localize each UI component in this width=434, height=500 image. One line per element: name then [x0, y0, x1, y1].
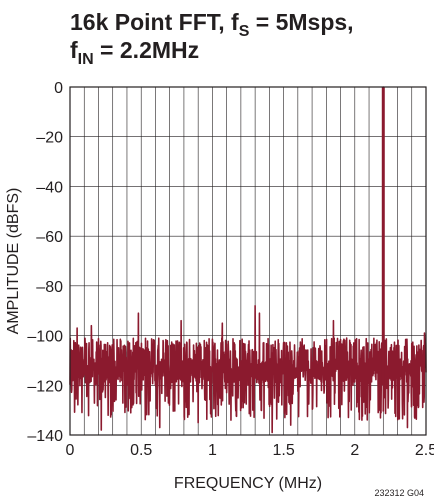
fft-trace — [69, 86, 427, 434]
x-tick-label: 1 — [208, 442, 217, 459]
x-tick-label: 1.5 — [272, 442, 294, 459]
chart-title-line2: fIN = 2.2MHz — [70, 37, 199, 68]
plot-frame — [69, 86, 427, 436]
x-tick-label: 0 — [66, 442, 75, 459]
y-tick-label: –100 — [27, 329, 63, 346]
y-tick-label: –140 — [27, 428, 63, 445]
figure-code: 232312 G04 — [374, 488, 424, 498]
y-tick-label: –40 — [36, 179, 63, 196]
y-tick-label: –20 — [36, 130, 63, 147]
y-tick-label: 0 — [54, 80, 63, 97]
y-tick-labels: 0 –20 –40 –60 –80 –100 –120 –140 — [27, 80, 63, 445]
x-tick-label: 0.5 — [130, 442, 152, 459]
fft-series — [69, 86, 427, 434]
y-tick-label: –60 — [36, 229, 63, 246]
y-tick-label: –80 — [36, 279, 63, 296]
y-axis-label: AMPLITUDE (dBFS) — [5, 188, 22, 335]
x-tick-labels: 0 0.5 1 1.5 2 2.5 — [66, 442, 434, 459]
y-tick-label: –120 — [27, 378, 63, 395]
x-axis-label: FREQUENCY (MHz) — [174, 475, 322, 492]
x-tick-label: 2 — [350, 442, 359, 459]
chart-title-line1: 16k Point FFT, fS = 5Msps, — [70, 9, 354, 40]
x-tick-label: 2.5 — [415, 442, 434, 459]
